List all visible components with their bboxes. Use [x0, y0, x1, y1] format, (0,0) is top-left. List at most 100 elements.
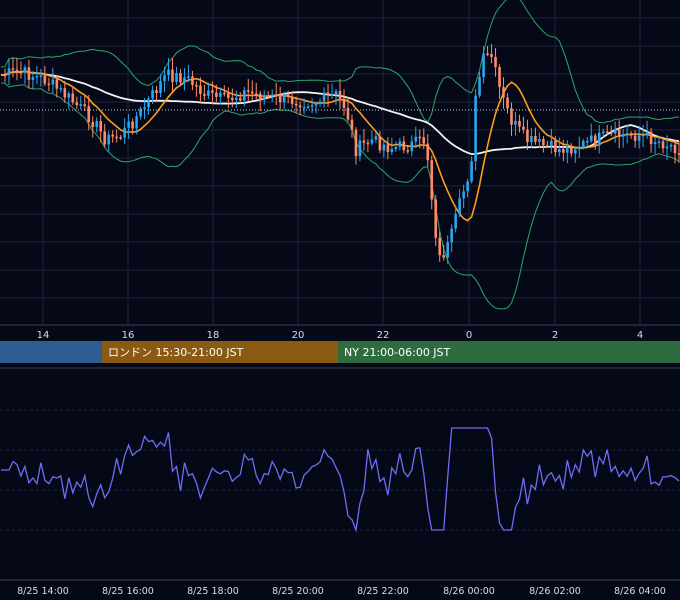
candle[interactable]	[386, 144, 390, 152]
candle[interactable]	[330, 94, 334, 96]
candle[interactable]	[278, 94, 282, 103]
candle[interactable]	[123, 127, 126, 138]
candle[interactable]	[127, 121, 130, 128]
candle[interactable]	[135, 116, 138, 129]
candle[interactable]	[382, 144, 386, 151]
candle[interactable]	[274, 94, 278, 97]
candle[interactable]	[490, 54, 493, 58]
candle[interactable]	[103, 131, 106, 145]
candle[interactable]	[609, 132, 613, 135]
candle[interactable]	[163, 75, 166, 82]
candle[interactable]	[43, 75, 47, 84]
candle[interactable]	[298, 105, 302, 108]
candle[interactable]	[370, 139, 374, 144]
candle[interactable]	[625, 133, 629, 135]
candle[interactable]	[11, 68, 15, 70]
candle[interactable]	[151, 90, 154, 99]
candle[interactable]	[195, 84, 198, 87]
candle[interactable]	[115, 136, 118, 139]
candle[interactable]	[510, 108, 513, 125]
candle[interactable]	[589, 135, 593, 141]
candle[interactable]	[621, 134, 625, 137]
candle[interactable]	[418, 136, 422, 139]
candle[interactable]	[119, 137, 122, 139]
candle[interactable]	[207, 90, 210, 96]
candle[interactable]	[661, 141, 665, 149]
candle[interactable]	[310, 105, 314, 107]
candle[interactable]	[414, 136, 418, 142]
candle[interactable]	[454, 214, 457, 229]
candle[interactable]	[282, 94, 286, 103]
candle[interactable]	[605, 131, 609, 134]
candle[interactable]	[502, 87, 505, 98]
candle[interactable]	[530, 136, 533, 143]
candle[interactable]	[47, 83, 51, 86]
candle[interactable]	[111, 134, 114, 137]
candle[interactable]	[143, 107, 146, 109]
candle[interactable]	[131, 121, 134, 129]
candle[interactable]	[91, 122, 95, 128]
candle[interactable]	[542, 138, 545, 146]
candle[interactable]	[334, 91, 338, 95]
candle[interactable]	[438, 237, 442, 256]
candle[interactable]	[155, 90, 158, 94]
candle[interactable]	[462, 191, 465, 199]
candle[interactable]	[306, 106, 310, 108]
candle[interactable]	[246, 90, 250, 92]
candle[interactable]	[19, 71, 23, 74]
candle[interactable]	[394, 146, 398, 150]
candlestick-series[interactable]	[3, 44, 680, 264]
candle[interactable]	[302, 107, 306, 109]
candle[interactable]	[434, 199, 438, 238]
candle[interactable]	[318, 101, 322, 104]
candle[interactable]	[470, 161, 473, 182]
candle[interactable]	[585, 140, 589, 143]
candle[interactable]	[338, 91, 342, 99]
candle[interactable]	[215, 92, 218, 97]
candle[interactable]	[430, 160, 434, 200]
candle[interactable]	[494, 57, 497, 68]
candle[interactable]	[486, 53, 489, 55]
candle[interactable]	[422, 137, 426, 144]
candle[interactable]	[107, 134, 110, 145]
candle[interactable]	[617, 129, 621, 137]
candle[interactable]	[223, 92, 226, 95]
candle[interactable]	[378, 136, 382, 151]
candle[interactable]	[601, 131, 605, 134]
candle[interactable]	[526, 129, 529, 143]
candle[interactable]	[314, 103, 318, 106]
candle[interactable]	[294, 103, 298, 106]
candle[interactable]	[238, 97, 242, 101]
candle[interactable]	[51, 79, 55, 85]
candle[interactable]	[410, 141, 414, 152]
candle[interactable]	[71, 93, 75, 103]
candle[interactable]	[179, 72, 182, 83]
candle[interactable]	[59, 88, 63, 90]
candle[interactable]	[406, 150, 410, 152]
candle[interactable]	[665, 146, 669, 149]
candle[interactable]	[593, 135, 597, 146]
candle[interactable]	[466, 181, 469, 192]
candle[interactable]	[350, 119, 354, 130]
candle[interactable]	[95, 121, 99, 128]
candle[interactable]	[23, 67, 27, 73]
candle[interactable]	[366, 142, 370, 145]
candle[interactable]	[270, 94, 274, 97]
candle[interactable]	[426, 143, 430, 161]
candle[interactable]	[167, 69, 170, 76]
candle[interactable]	[187, 76, 190, 78]
candle[interactable]	[266, 95, 270, 98]
candle[interactable]	[39, 75, 43, 77]
candle[interactable]	[67, 93, 71, 98]
candle[interactable]	[546, 145, 549, 147]
candle[interactable]	[75, 102, 79, 106]
candle[interactable]	[203, 93, 206, 96]
candle[interactable]	[354, 129, 358, 157]
candle[interactable]	[211, 90, 214, 93]
candle[interactable]	[633, 135, 637, 141]
candle[interactable]	[342, 98, 346, 108]
candle[interactable]	[518, 120, 521, 127]
candle[interactable]	[290, 96, 294, 104]
candle[interactable]	[450, 228, 453, 243]
